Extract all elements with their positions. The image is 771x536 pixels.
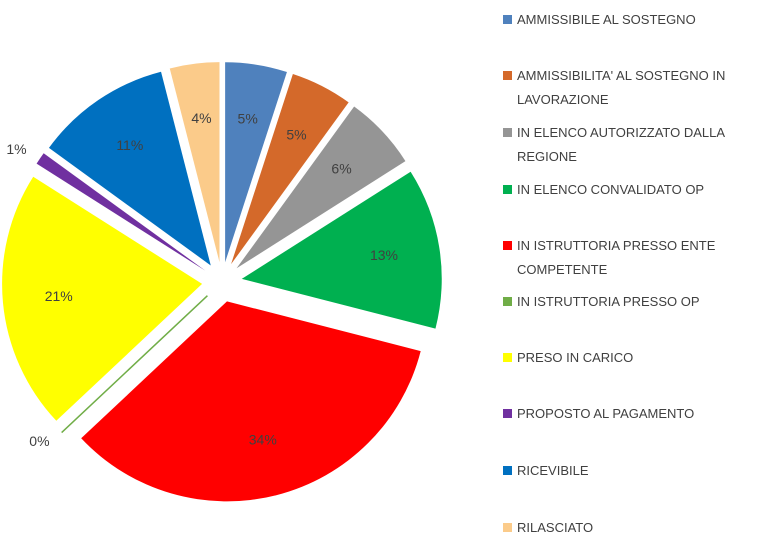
pie-slice	[225, 62, 287, 263]
legend-label: RILASCIATO	[517, 520, 594, 535]
pie-slice	[2, 176, 203, 421]
legend-item: PROPOSTO AL PAGAMENTO	[503, 402, 765, 426]
legend-item: IN ELENCO AUTORIZZATO DALLA REGIONE	[503, 121, 765, 169]
data-label: 0%	[29, 433, 49, 449]
pie-slice	[241, 171, 442, 329]
legend-label: IN ISTRUTTORIA PRESSO OP	[517, 294, 700, 309]
pie-slice	[81, 301, 421, 502]
pie-slice	[231, 73, 349, 265]
legend-label: AMMISSIBILE AL SOSTEGNO	[517, 12, 696, 27]
legend-swatch	[503, 409, 512, 418]
legend-label: RICEVIBILE	[517, 463, 589, 478]
legend-item: AMMISSIBILITA' AL SOSTEGNO IN LAVORAZION…	[503, 64, 765, 112]
pie-slice	[61, 295, 208, 434]
legend-item: IN ELENCO CONVALIDATO OP	[503, 178, 765, 202]
legend-swatch	[503, 128, 512, 137]
data-label: 11%	[116, 137, 143, 153]
legend-label: PROPOSTO AL PAGAMENTO	[517, 406, 695, 421]
data-label: 21%	[45, 288, 73, 304]
data-label: 6%	[331, 160, 351, 176]
legend-swatch	[503, 185, 512, 194]
legend-label: IN ELENCO CONVALIDATO OP	[517, 182, 705, 197]
pie-slice	[236, 106, 406, 269]
legend-label: PRESO IN CARICO	[517, 350, 634, 365]
legend-item: IN ISTRUTTORIA PRESSO ENTE COMPETENTE	[503, 234, 765, 282]
legend-swatch	[503, 71, 512, 80]
pie-slice	[48, 71, 211, 266]
legend-item: RICEVIBILE	[503, 459, 765, 483]
legend-swatch	[503, 297, 512, 306]
legend-swatch	[503, 241, 512, 250]
legend-item: IN ISTRUTTORIA PRESSO OP	[503, 290, 765, 314]
data-label: 5%	[238, 111, 258, 127]
data-label: 1%	[6, 141, 26, 157]
legend-swatch	[503, 353, 512, 362]
legend-item: AMMISSIBILE AL SOSTEGNO	[503, 8, 765, 32]
legend-label: IN ISTRUTTORIA PRESSO ENTE COMPETENTE	[517, 238, 716, 277]
pie-slice	[169, 62, 220, 263]
legend-item: PRESO IN CARICO	[503, 346, 765, 370]
pie-area: 5% 5% 6% 13% 34% 0% 21% 1% 11% 4%	[2, 62, 442, 502]
data-label: 4%	[191, 110, 211, 126]
legend-swatch	[503, 15, 512, 24]
data-label: 5%	[286, 127, 306, 143]
data-label: 13%	[370, 247, 398, 263]
pie-slice	[36, 153, 206, 271]
legend-label: AMMISSIBILITA' AL SOSTEGNO IN LAVORAZION…	[517, 68, 726, 107]
legend-item: RILASCIATO	[503, 516, 765, 536]
legend-swatch	[503, 466, 512, 475]
legend-swatch	[503, 523, 512, 532]
data-label: 34%	[249, 432, 277, 448]
legend-label: IN ELENCO AUTORIZZATO DALLA REGIONE	[517, 125, 725, 164]
